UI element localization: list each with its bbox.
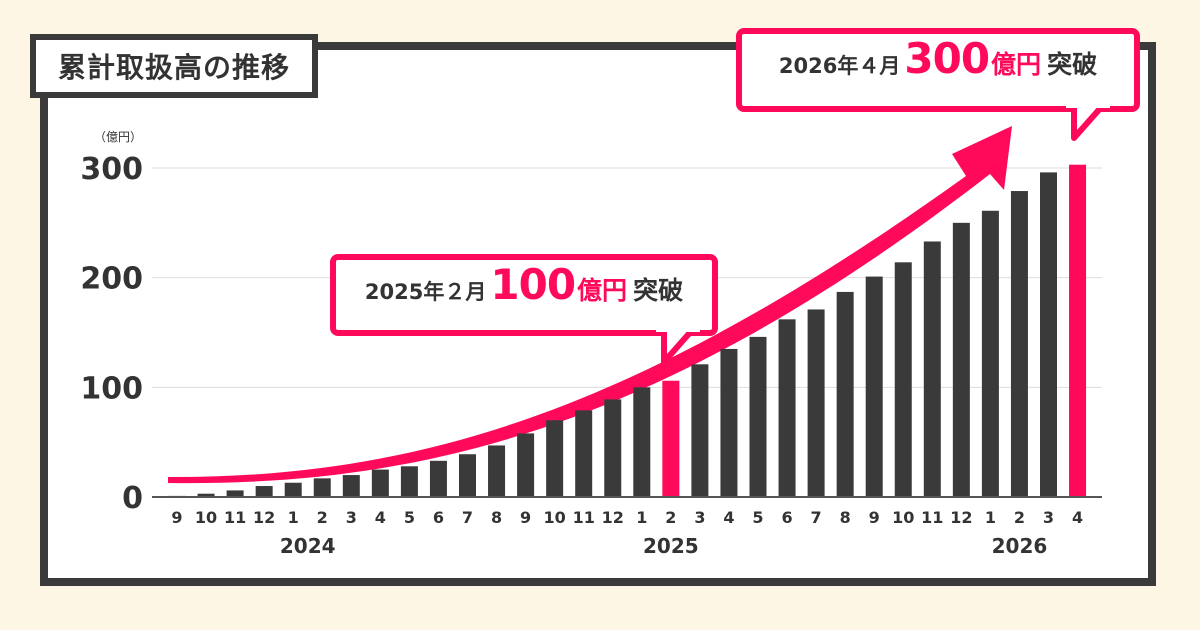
- bar: [400, 466, 418, 497]
- callout-300-unit: 億円: [991, 50, 1042, 79]
- y-tick-label: 200: [80, 262, 143, 297]
- y-tick-label: 100: [80, 371, 143, 406]
- bar: [459, 454, 476, 497]
- x-tick-label: 7: [811, 508, 822, 527]
- bar: [778, 319, 796, 497]
- y-tick-label: 300: [80, 152, 143, 187]
- x-tick-label: 1: [636, 508, 647, 527]
- bars: [168, 164, 1087, 498]
- callout-300: 2026年４月 300 億円 突破: [736, 28, 1140, 112]
- bar: [749, 336, 767, 497]
- bar: [1040, 172, 1057, 498]
- x-tick-label: 3: [1043, 508, 1054, 527]
- bar: [429, 460, 447, 497]
- bar: [197, 493, 215, 497]
- x-tick-label: 4: [1072, 508, 1083, 527]
- bar: [1069, 164, 1087, 497]
- year-label: 2026: [992, 534, 1048, 558]
- bar: [226, 490, 244, 497]
- year-label: 2025: [643, 534, 699, 558]
- bar: [488, 445, 506, 497]
- bar: [633, 387, 651, 497]
- bar: [952, 222, 970, 498]
- x-tick-label: 5: [404, 508, 415, 527]
- bar: [342, 475, 360, 497]
- bar: [981, 210, 999, 497]
- x-tick-label: 2: [1014, 508, 1025, 527]
- x-tick-label: 2: [317, 508, 328, 527]
- x-tick-label: 6: [433, 508, 444, 527]
- x-tick-label: 10: [544, 508, 566, 527]
- bar: [517, 433, 535, 497]
- y-unit-label: （億円）: [94, 130, 142, 144]
- x-tick-label: 5: [752, 508, 763, 527]
- bar: [255, 486, 273, 497]
- bar: [575, 410, 593, 497]
- x-tick-label: 11: [921, 508, 943, 527]
- x-tick-label: 12: [950, 508, 972, 527]
- x-tick-label: 11: [224, 508, 246, 527]
- x-tick-label: 10: [195, 508, 217, 527]
- callout-100-date: 2025年２月: [364, 280, 487, 304]
- bar: [720, 348, 738, 497]
- x-tick-label: 1: [985, 508, 996, 527]
- bar: [691, 364, 709, 497]
- x-tick-label: 2: [665, 508, 676, 527]
- bar: [865, 276, 883, 497]
- callout-100: 2025年２月 100 億円 突破: [330, 254, 718, 336]
- bar: [836, 291, 854, 497]
- callout-300-value: 300: [904, 34, 990, 83]
- x-tick-label: 10: [892, 508, 914, 527]
- x-tick-label: 12: [253, 508, 275, 527]
- bar: [894, 262, 912, 497]
- bar: [284, 482, 302, 497]
- callout-100-value: 100: [490, 260, 576, 309]
- bar: [1010, 191, 1028, 497]
- x-tick-label: 7: [462, 508, 473, 527]
- x-tick-label: 8: [491, 508, 502, 527]
- year-label: 2024: [280, 534, 336, 558]
- x-tick-label: 9: [171, 508, 182, 527]
- x-tick-label: 11: [573, 508, 595, 527]
- callout-300-date: 2026年４月: [778, 54, 901, 78]
- bar: [807, 309, 825, 497]
- callout-100-suffix: 突破: [633, 276, 684, 305]
- bar: [662, 380, 680, 497]
- x-tick-label: 8: [840, 508, 851, 527]
- x-tick-label: 6: [781, 508, 792, 527]
- x-tick-label: 4: [723, 508, 734, 527]
- x-tick-label: 3: [346, 508, 357, 527]
- x-tick-label: 3: [694, 508, 705, 527]
- x-tick-label: 9: [869, 508, 880, 527]
- bar: [546, 420, 564, 497]
- bar: [371, 469, 389, 497]
- x-tick-label: 12: [602, 508, 624, 527]
- x-tick-label: 9: [520, 508, 531, 527]
- x-tick-label: 4: [375, 508, 386, 527]
- y-tick-label: 0: [122, 481, 143, 516]
- x-tick-label: 1: [288, 508, 299, 527]
- bar: [604, 399, 622, 497]
- bar: [313, 478, 331, 497]
- callout-100-unit: 億円: [577, 276, 628, 305]
- chart-title: 累計取扱高の推移: [30, 34, 319, 98]
- callout-300-suffix: 突破: [1047, 50, 1098, 79]
- bar: [923, 241, 941, 497]
